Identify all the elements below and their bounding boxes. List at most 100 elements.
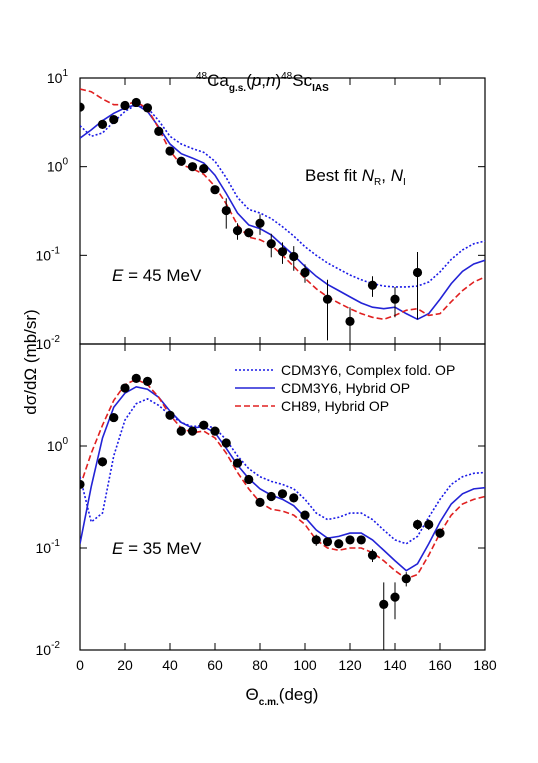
data-point bbox=[210, 426, 220, 436]
data-point bbox=[345, 535, 355, 545]
data-point bbox=[300, 510, 310, 520]
data-point bbox=[210, 185, 220, 195]
data-point bbox=[142, 103, 153, 113]
data-point bbox=[334, 539, 344, 549]
data-point bbox=[401, 574, 411, 584]
data-point bbox=[390, 294, 400, 304]
title-part: g.s. bbox=[229, 83, 246, 94]
x-tick-label: 160 bbox=[428, 657, 452, 673]
data-point bbox=[412, 519, 423, 530]
y-tick-label: 100 bbox=[47, 157, 69, 175]
title-part: IAS bbox=[312, 83, 329, 94]
data-point bbox=[367, 550, 378, 560]
y-tick-base: 10 bbox=[36, 540, 52, 556]
annotation-part: , bbox=[381, 166, 386, 185]
x-tick-label: 0 bbox=[76, 657, 84, 673]
y-tick-base: 10 bbox=[36, 247, 52, 263]
data-point bbox=[142, 376, 153, 386]
y-tick-base: 10 bbox=[47, 159, 63, 175]
energy-symbol: E bbox=[112, 539, 124, 558]
data-point bbox=[199, 164, 209, 174]
data-point bbox=[187, 162, 198, 172]
title-part: , bbox=[261, 71, 266, 90]
data-point bbox=[176, 156, 186, 166]
title-part: Ca bbox=[207, 71, 229, 90]
energy-symbol: E bbox=[112, 266, 124, 285]
x-tick-label: 60 bbox=[207, 657, 223, 673]
y-tick-label: 10-1 bbox=[36, 538, 61, 556]
title-part: p bbox=[251, 71, 261, 90]
y-tick-label: 10-1 bbox=[36, 245, 61, 263]
curve bbox=[80, 103, 485, 321]
data-point bbox=[165, 146, 175, 156]
annotation-part: Best fit bbox=[305, 166, 357, 185]
annotation-part: R bbox=[374, 177, 381, 188]
data-point bbox=[390, 592, 400, 602]
curve bbox=[80, 397, 485, 545]
energy-label: E = 45 MeV bbox=[112, 266, 202, 285]
data-point bbox=[154, 126, 164, 136]
x-tick-label: 120 bbox=[338, 657, 362, 673]
data-point bbox=[412, 267, 423, 278]
data-point bbox=[165, 410, 175, 420]
chart-title: 48Cag.s.(p,n)48ScIAS bbox=[196, 71, 329, 94]
x-label-part: (deg) bbox=[279, 685, 319, 704]
data-point bbox=[322, 537, 333, 547]
x-tick-label: 80 bbox=[252, 657, 268, 673]
data-point bbox=[244, 228, 254, 238]
data-point bbox=[356, 535, 366, 545]
data-point bbox=[120, 383, 130, 393]
x-tick-label: 40 bbox=[162, 657, 178, 673]
data-point bbox=[232, 226, 243, 236]
annotation-part: N bbox=[362, 166, 375, 185]
data-point bbox=[221, 205, 231, 216]
data-point bbox=[187, 426, 198, 436]
data-point bbox=[424, 519, 434, 530]
data-point bbox=[277, 247, 288, 257]
title-part: Sc bbox=[292, 71, 312, 90]
energy-text: = 35 MeV bbox=[128, 539, 202, 558]
energy-text: = 45 MeV bbox=[128, 266, 202, 285]
data-point bbox=[176, 426, 186, 436]
data-point bbox=[311, 535, 321, 545]
annotation: Best fit NR, NI bbox=[305, 166, 406, 188]
data-point bbox=[131, 373, 141, 383]
data-point bbox=[379, 599, 389, 609]
y-tick-power: -2 bbox=[51, 334, 60, 345]
data-point bbox=[322, 294, 333, 304]
x-tick-label: 140 bbox=[383, 657, 407, 673]
legend-label: CH89, Hybrid OP bbox=[281, 398, 389, 414]
y-tick-base: 10 bbox=[36, 642, 52, 658]
y-tick-power: -2 bbox=[51, 640, 60, 651]
data-point bbox=[367, 280, 378, 290]
energy-label: E = 35 MeV bbox=[112, 539, 202, 558]
title-part: 48 bbox=[196, 71, 208, 82]
data-point bbox=[345, 316, 355, 326]
data-point bbox=[300, 267, 310, 278]
annotation-part: N bbox=[391, 166, 404, 185]
data-point bbox=[435, 528, 445, 538]
y-tick-base: 10 bbox=[47, 70, 63, 86]
y-axis-label: dσ/dΩ (mb/sr) bbox=[21, 309, 40, 414]
data-point bbox=[244, 474, 254, 485]
y-tick-power: -1 bbox=[51, 538, 60, 549]
y-tick-label: 100 bbox=[47, 436, 69, 454]
x-tick-label: 100 bbox=[293, 657, 317, 673]
plot-area bbox=[80, 88, 485, 344]
curve bbox=[80, 386, 485, 572]
data-point bbox=[277, 489, 288, 499]
title-part: n bbox=[266, 71, 275, 90]
y-tick-power: 1 bbox=[62, 68, 68, 79]
data-point bbox=[199, 420, 209, 430]
y-tick-power: -1 bbox=[51, 245, 60, 256]
data-point bbox=[97, 457, 108, 467]
data-point bbox=[255, 497, 265, 507]
y-tick-label: 10-2 bbox=[36, 640, 61, 658]
y-tick-label: 101 bbox=[47, 68, 69, 86]
data-point bbox=[266, 491, 276, 502]
title-part: 48 bbox=[281, 71, 293, 82]
y-tick-label: 10-2 bbox=[36, 334, 61, 352]
legend-label: CDM3Y6, Hybrid OP bbox=[281, 380, 410, 396]
data-point bbox=[109, 412, 119, 423]
